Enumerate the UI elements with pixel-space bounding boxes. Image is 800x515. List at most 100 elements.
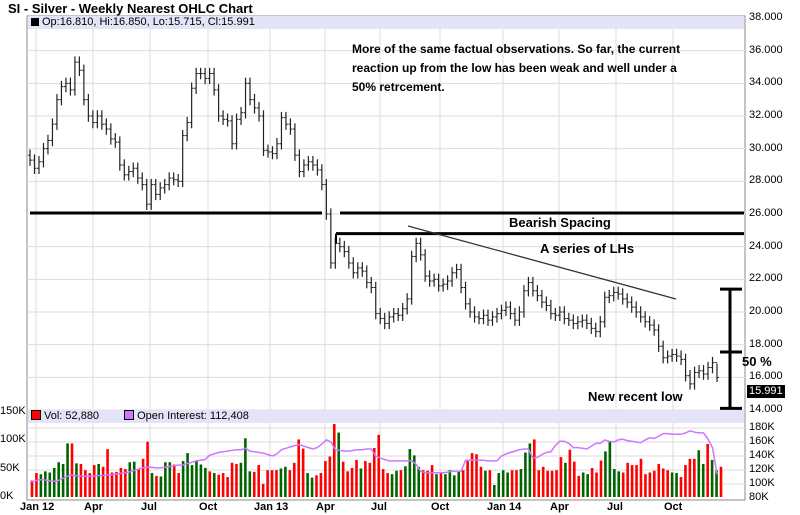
volume-bar bbox=[484, 470, 487, 497]
volume-bar bbox=[141, 458, 145, 497]
volume-bar bbox=[386, 473, 389, 497]
volume-bar bbox=[395, 470, 398, 497]
volume-bar bbox=[217, 474, 220, 497]
volume-bar bbox=[364, 461, 367, 497]
volume-bar bbox=[212, 473, 216, 497]
volume-bar bbox=[35, 473, 38, 497]
volume-bar bbox=[275, 470, 278, 497]
volume-bar bbox=[350, 467, 354, 497]
price-tick-label: 16.000 bbox=[749, 370, 783, 383]
volume-bar bbox=[328, 456, 332, 497]
volume-bar bbox=[181, 461, 185, 497]
volume-bar bbox=[359, 468, 363, 497]
volume-bar bbox=[533, 439, 536, 497]
volume-bar bbox=[252, 471, 256, 497]
volume-bar bbox=[110, 472, 114, 497]
volume-bar bbox=[439, 473, 443, 497]
volume-bar bbox=[297, 439, 301, 497]
volume-bar bbox=[599, 460, 603, 497]
volume-bar bbox=[124, 469, 127, 497]
volume-bar bbox=[301, 448, 305, 497]
volume-bar bbox=[688, 458, 692, 497]
volume-bar bbox=[506, 472, 509, 497]
date-tick-label: Apr bbox=[316, 501, 335, 513]
volume-bar bbox=[653, 470, 656, 497]
volume-bar bbox=[590, 467, 594, 497]
volume-bar bbox=[452, 475, 456, 497]
volume-bar bbox=[292, 462, 296, 497]
date-tick-label: Oct bbox=[199, 501, 218, 513]
oi-tick-label: 160K bbox=[749, 435, 775, 447]
volume-bar bbox=[666, 470, 669, 497]
volume-bar bbox=[257, 465, 261, 497]
volume-bar bbox=[30, 480, 34, 497]
volume-bar bbox=[399, 470, 403, 497]
volume-bar bbox=[524, 452, 527, 497]
volume-bar bbox=[510, 470, 514, 497]
price-tick-label: 38.000 bbox=[749, 11, 783, 23]
volume-bar bbox=[644, 474, 647, 497]
volume-bar bbox=[239, 462, 243, 497]
volume-bar bbox=[404, 466, 407, 497]
volume-bar bbox=[337, 432, 341, 497]
lower-highs-trendline bbox=[407, 225, 677, 300]
volume-bar bbox=[106, 449, 109, 497]
volume-bar bbox=[128, 462, 132, 497]
volume-bar bbox=[613, 469, 616, 497]
volume-legend: Vol: 52,880 Open Interest: 112,408 bbox=[28, 410, 744, 423]
date-tick-label: Jan 12 bbox=[20, 501, 55, 513]
price-legend: Op:16.810, Hi:16.850, Lo:15.715, Cl:15.9… bbox=[28, 16, 744, 29]
fifty-percent-label: 50 % bbox=[742, 354, 772, 369]
volume-bar bbox=[372, 447, 376, 497]
volume-bar bbox=[381, 469, 385, 497]
volume-bar bbox=[710, 459, 714, 497]
volume-bar bbox=[39, 474, 43, 497]
volume-bar bbox=[648, 472, 652, 497]
volume-bar bbox=[661, 468, 665, 497]
volume-bar bbox=[604, 451, 607, 497]
volume-bar bbox=[279, 468, 283, 497]
volume-bar bbox=[515, 470, 518, 497]
volume-bar bbox=[684, 465, 687, 497]
volume-bar bbox=[577, 475, 581, 497]
price-legend-text: Op:16.810, Hi:16.850, Lo:15.715, Cl:15.9… bbox=[42, 16, 255, 28]
volume-bar bbox=[261, 483, 265, 497]
volume-bar bbox=[315, 475, 318, 497]
volume-bar bbox=[52, 467, 56, 497]
volume-bar bbox=[635, 465, 638, 497]
volume-bar bbox=[573, 461, 576, 497]
volume-bar bbox=[559, 457, 563, 497]
date-tick-label: Oct bbox=[664, 501, 683, 513]
volume-bar bbox=[617, 471, 621, 497]
volume-bar bbox=[555, 470, 558, 497]
volume-bar bbox=[581, 472, 585, 497]
volume-bar bbox=[430, 465, 434, 497]
volume-bar bbox=[608, 441, 612, 497]
volume-bar bbox=[670, 472, 674, 497]
volume-bar bbox=[84, 470, 87, 497]
volume-bar bbox=[595, 472, 598, 497]
volume-bar bbox=[537, 470, 541, 497]
volume-bar bbox=[550, 470, 554, 497]
volume-bar bbox=[630, 465, 634, 497]
volume-bar bbox=[501, 470, 505, 497]
volume-bar bbox=[319, 473, 323, 497]
volume-bar bbox=[412, 455, 416, 497]
volume-bar bbox=[475, 454, 478, 497]
volume-bar bbox=[70, 443, 74, 497]
commentary-note: More of the same factual observations. S… bbox=[352, 42, 681, 94]
volume-bar bbox=[146, 441, 149, 497]
date-tick-label: Jul bbox=[607, 501, 623, 513]
last-price-box: 15.991 bbox=[747, 385, 785, 398]
volume-bar bbox=[444, 474, 447, 497]
volume-bar bbox=[679, 477, 683, 497]
chart-title: SI - Silver - Weekly Nearest OHLC Chart bbox=[8, 1, 253, 16]
volume-bar bbox=[48, 472, 52, 497]
volume-bar bbox=[457, 471, 461, 497]
volume-bar bbox=[568, 449, 572, 497]
volume-bar bbox=[88, 473, 92, 497]
volume-bar bbox=[324, 461, 327, 497]
volume-bar bbox=[199, 464, 203, 497]
new-low-label: New recent low bbox=[588, 389, 683, 404]
date-tick-label: Jul bbox=[141, 501, 157, 513]
